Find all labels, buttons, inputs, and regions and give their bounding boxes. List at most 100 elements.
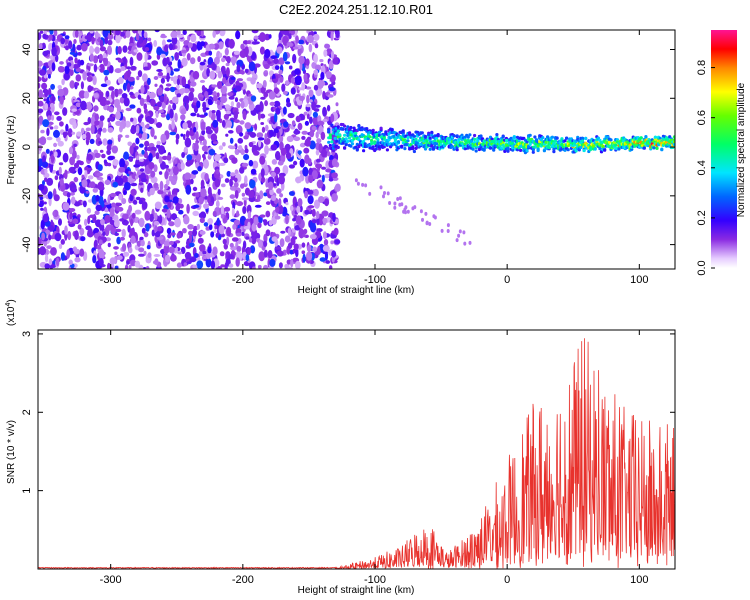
spectrogram-cell: [94, 31, 99, 40]
spectrogram-cell: [124, 120, 131, 128]
spectrogram-cell: [652, 146, 656, 150]
spectrogram-cell: [139, 158, 144, 162]
spectrogram-cell: [274, 166, 281, 175]
spectrogram-cell: [452, 134, 456, 138]
spectrogram-cell: [72, 43, 76, 53]
spectrogram-cell: [295, 35, 299, 44]
spectrogram-cell: [455, 148, 459, 152]
spectrogram-cell: [133, 49, 139, 53]
spectrogram-cell: [180, 133, 184, 137]
spectrogram-cell: [290, 258, 294, 268]
spectrogram-cell: [99, 63, 105, 73]
spectrogram-cell: [315, 131, 319, 139]
spectrogram-cell: [94, 113, 100, 121]
spectrogram-cell: [565, 136, 569, 140]
spectrogram-cell: [67, 230, 72, 241]
spectrogram-cell: [248, 93, 253, 98]
spectrogram-cell: [107, 127, 114, 133]
spectrogram-cell: [158, 214, 163, 224]
spectrogram-cell: [328, 30, 335, 33]
spectrogram-cell: [135, 175, 139, 180]
spectrogram-cell: [525, 148, 529, 153]
spectrogram-cell: [241, 162, 249, 167]
spectrogram-cell: [138, 133, 143, 139]
spectrogram-cell: [83, 90, 90, 99]
spectrogram-cell: [190, 178, 194, 185]
spectrogram-cell: [263, 192, 268, 197]
spectrogram-cell: [94, 46, 100, 54]
spectrogram-cell: [131, 212, 136, 219]
spectrogram-cell: [185, 161, 192, 167]
spectrogram-cell: [278, 134, 284, 144]
spectrogram-cell: [360, 128, 364, 132]
spectrogram-cell: [122, 243, 127, 252]
spectrogram-cell: [296, 99, 303, 106]
spectrogram-cell: [122, 82, 127, 91]
spectrogram-cell: [199, 61, 206, 66]
spectrogram-cell: [223, 113, 229, 120]
spectrogram-cell: [488, 146, 493, 150]
spectrogram-cell: [124, 181, 131, 191]
spectrogram-cell: [208, 224, 213, 231]
spectrogram-cell: [455, 238, 459, 243]
spectrogram-cell: [75, 168, 79, 172]
spectrogram-cell: [140, 85, 145, 94]
spectrogram-cell: [298, 39, 305, 45]
spectrogram-cell: [149, 213, 155, 222]
spectrogram-cell: [424, 211, 428, 216]
spectrogram-cell: [328, 87, 336, 92]
spectrogram-cell: [168, 159, 172, 164]
spectrogram-cell: [205, 257, 212, 268]
spectrogram-cell: [329, 265, 333, 269]
spectrogram-cell: [240, 100, 245, 109]
spectrogram-cell: [69, 192, 76, 196]
spectrogram-cell: [284, 235, 291, 243]
spectrogram-cell: [243, 154, 250, 161]
spectrogram-cell: [49, 55, 54, 60]
spectrogram-cell: [39, 246, 46, 256]
spectrogram-cell: [154, 225, 158, 232]
spectrogram-cell: [248, 190, 255, 199]
spectrogram-cell: [44, 168, 48, 175]
spectrogram-cell: [317, 79, 324, 89]
spectrogram-cell: [243, 225, 250, 230]
spectrogram-cell: [239, 132, 244, 137]
spectrogram-x-axis-label: Height of straight line (km): [298, 285, 415, 296]
spectrogram-cell: [165, 179, 170, 186]
spectrogram-cell: [200, 188, 207, 198]
spectrogram-cell: [660, 148, 664, 152]
spectrogram-cell: [256, 194, 261, 202]
spectrogram-cell: [180, 108, 187, 115]
spectrogram-cell: [100, 218, 105, 226]
spectrogram-cell: [261, 176, 266, 184]
spectrogram-cell: [294, 75, 302, 86]
spectrogram-cell: [221, 119, 226, 128]
spectrogram-cell: [477, 147, 481, 152]
spectrogram-cell: [141, 201, 148, 210]
spectrogram-cell: [231, 237, 239, 242]
spectrogram-cell: [288, 33, 292, 40]
spectrogram-cell: [316, 138, 322, 144]
spectrogram-cell: [295, 260, 301, 269]
spectrogram-cell: [44, 103, 48, 110]
spectrogram-cell: [257, 222, 262, 229]
spectrogram-cell: [295, 215, 302, 225]
spectrogram-cell: [122, 213, 129, 220]
spectrogram-cell: [153, 182, 159, 189]
spectrogram-cell: [309, 116, 313, 124]
spectrogram-cell: [672, 138, 675, 142]
spectrogram-cell: [287, 112, 295, 119]
spectrogram-cell: [455, 134, 459, 138]
spectrogram-cell: [84, 218, 88, 226]
spectrogram-cell: [270, 195, 277, 201]
spectrogram-cell: [225, 133, 229, 137]
spectrogram-cell: [197, 56, 201, 63]
spectrogram-cell: [99, 46, 106, 52]
spectrogram-cell: [506, 146, 510, 151]
spectrogram-cell: [134, 209, 142, 215]
spectrogram-cell: [267, 113, 274, 117]
spectrogram-cell: [365, 127, 369, 131]
spectrogram-cell: [336, 129, 340, 133]
spectrogram-cell: [55, 54, 59, 63]
spectrogram-cell: [331, 250, 337, 258]
